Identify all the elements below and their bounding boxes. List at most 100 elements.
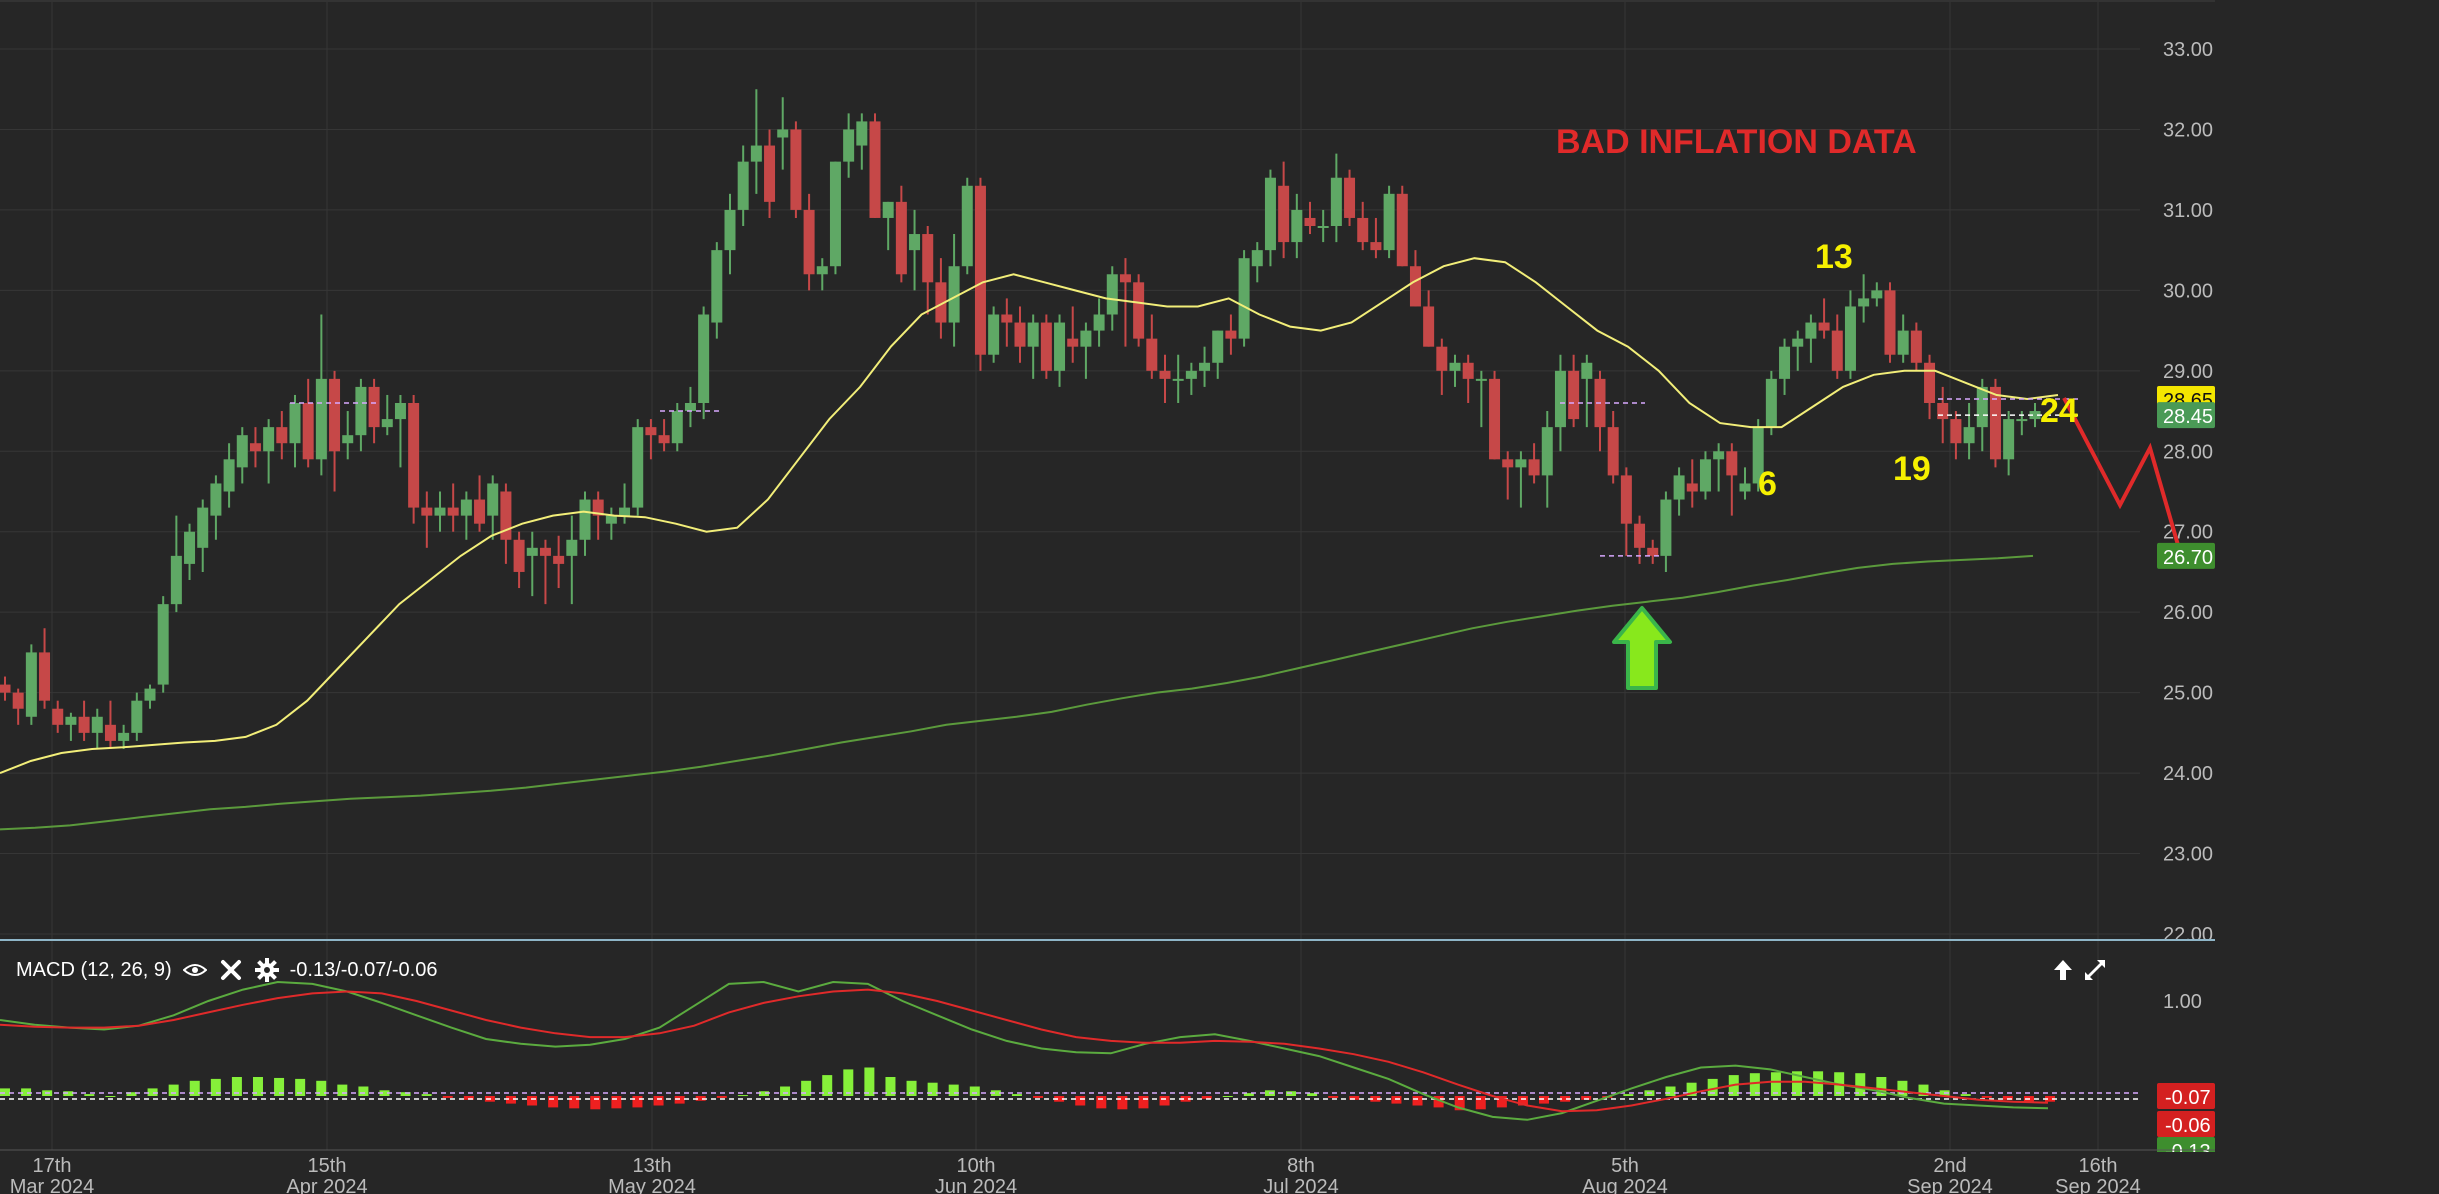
candle-body: [1581, 362, 1593, 379]
candle-body: [1225, 330, 1237, 339]
candle-body: [144, 688, 156, 701]
candle-body: [513, 539, 525, 572]
candle-body: [2003, 419, 2015, 460]
price-badge-label: 26.70: [2163, 547, 2213, 569]
candle-body: [1317, 226, 1329, 228]
close-icon[interactable]: [218, 957, 244, 983]
macd-histogram-bar: [400, 1092, 411, 1096]
x-tick-day: 17th: [33, 1155, 72, 1177]
y-tick-label: 31.00: [2163, 200, 2213, 222]
candle-body: [1396, 193, 1408, 267]
candle-body: [1409, 266, 1421, 307]
candle-body: [1278, 185, 1290, 243]
candle-body: [869, 121, 881, 218]
macd-histogram-bar: [1201, 1096, 1212, 1099]
macd-histogram-bar: [63, 1091, 74, 1096]
x-tick-month: Aug 2024: [1582, 1176, 1668, 1194]
candle-body: [882, 201, 894, 218]
macd-histogram-bar: [780, 1086, 791, 1096]
candle-body: [1159, 370, 1171, 379]
candle-body: [1264, 177, 1276, 251]
candle-body: [1383, 193, 1395, 251]
candle-body: [1924, 362, 1936, 403]
candle-body: [1515, 459, 1527, 468]
candle-body: [1212, 330, 1224, 363]
x-tick-day: 2nd: [1933, 1155, 1966, 1177]
y-tick-label: 22.00: [2163, 924, 2213, 946]
macd-histogram-bar: [1033, 1096, 1044, 1098]
candle-body: [948, 266, 960, 323]
candle-body: [210, 483, 222, 516]
x-tick-month: Sep 2024: [1907, 1176, 1993, 1194]
candle-body: [658, 435, 670, 444]
macd-histogram-bar: [801, 1080, 812, 1096]
candle-body: [539, 547, 551, 556]
candle-body: [803, 209, 815, 275]
macd-histogram-bar: [358, 1086, 369, 1096]
macd-badge: [2157, 1083, 2215, 1109]
candle-body: [909, 234, 921, 251]
macd-histogram-bar: [1517, 1096, 1528, 1106]
count-label: 24: [2040, 392, 2078, 430]
price-badge: [2157, 402, 2215, 429]
candle-body: [1910, 330, 1922, 363]
candle-body: [988, 314, 1000, 355]
y-tick-label: 24.00: [2163, 763, 2213, 785]
candle-body: [460, 499, 472, 516]
candle-body: [1897, 330, 1909, 355]
macd-histogram-bar: [1096, 1096, 1107, 1109]
candle-body: [197, 507, 209, 548]
candle-body: [1080, 330, 1092, 347]
candle-body: [500, 491, 512, 540]
candle-body: [329, 378, 341, 452]
macd-histogram-bar: [1391, 1096, 1402, 1104]
candle-body: [118, 732, 130, 741]
candle-body: [592, 499, 604, 516]
candle-body: [764, 145, 776, 202]
macd-histogram-bar: [653, 1096, 664, 1106]
candle-body: [553, 555, 565, 564]
macd-histogram-bar: [1433, 1096, 1444, 1108]
candle-body: [223, 459, 235, 492]
macd-histogram-bar: [1370, 1096, 1381, 1102]
forecast-path: [2062, 397, 2180, 546]
candle-body: [1172, 378, 1184, 381]
candle-body: [1528, 459, 1540, 476]
macd-histogram-bar: [1454, 1096, 1465, 1111]
macd-histogram-bar: [442, 1096, 453, 1098]
candle-body: [12, 692, 24, 709]
candle-body: [1726, 451, 1738, 476]
candle-body: [368, 386, 380, 428]
macd-histogram-bar: [1855, 1073, 1866, 1096]
macd-histogram-bar: [1581, 1096, 1592, 1100]
candle-body: [961, 185, 973, 267]
macd-histogram-bar: [379, 1090, 390, 1096]
candle-body: [1713, 451, 1725, 460]
candle-body: [1568, 370, 1580, 420]
price-badge-label: 28.45: [2163, 406, 2213, 428]
candle-body: [315, 378, 327, 460]
candle-body: [1739, 483, 1751, 492]
macd-histogram-bar: [716, 1096, 727, 1098]
macd-histogram-bar: [210, 1078, 221, 1096]
macd-histogram-bar: [611, 1096, 622, 1109]
macd-badge-label: -0.06: [2165, 1115, 2211, 1137]
expand-icon[interactable]: [2080, 955, 2110, 985]
macd-badge-label: -0.07: [2165, 1087, 2211, 1109]
macd-histogram-bar: [1539, 1096, 1550, 1104]
macd-histogram-bar: [147, 1088, 158, 1096]
macd-histogram-bar: [1623, 1094, 1634, 1096]
candle-body: [131, 700, 143, 733]
y-tick-label: 32.00: [2163, 119, 2213, 141]
arrow-up-icon[interactable]: [2048, 955, 2078, 985]
candle-body: [1818, 322, 1830, 331]
candle-body: [724, 209, 736, 251]
eye-icon[interactable]: [182, 957, 208, 983]
gear-icon[interactable]: [254, 957, 280, 983]
candle-body: [1976, 386, 1988, 428]
macd-histogram-bar: [969, 1086, 980, 1096]
y-tick-label: 30.00: [2163, 280, 2213, 302]
candle-body: [1370, 242, 1382, 251]
candle-body: [170, 555, 182, 605]
